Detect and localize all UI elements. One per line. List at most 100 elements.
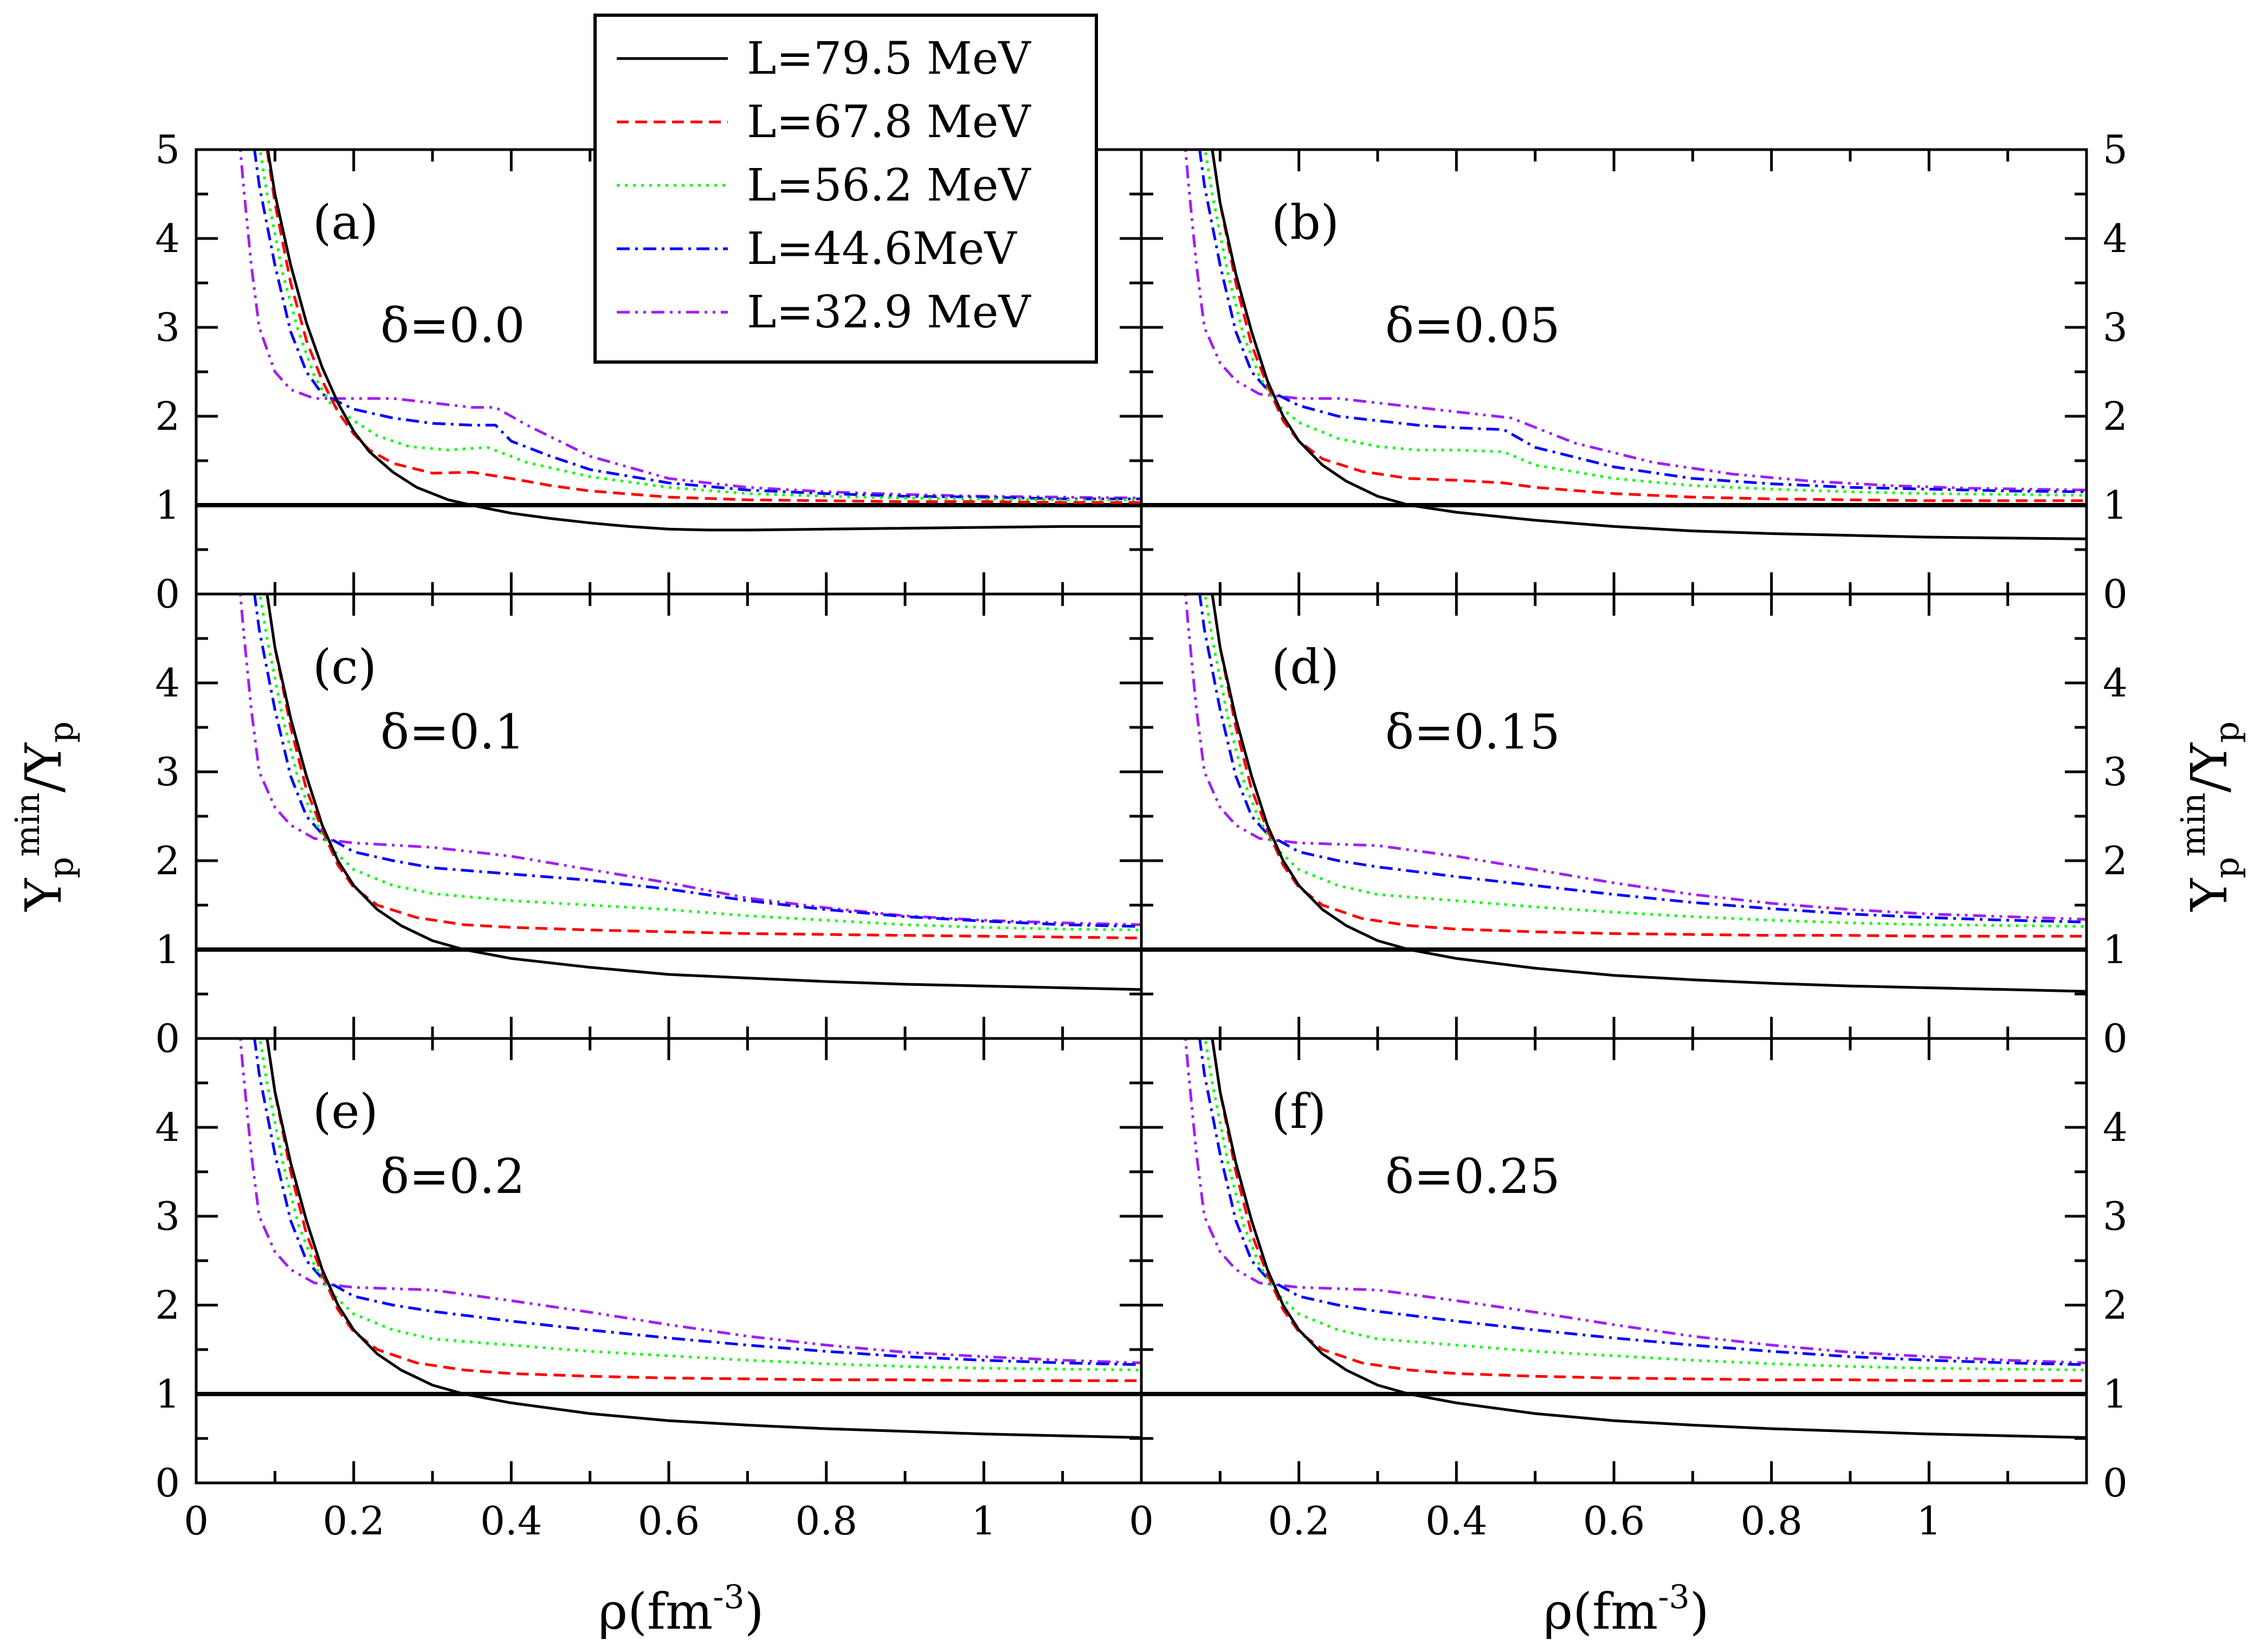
legend-label: L=32.9 MeV xyxy=(747,287,1031,338)
series-line xyxy=(238,1038,1141,1365)
y-axis-title-part: /Y xyxy=(2180,742,2238,792)
y-axis-title-part: p xyxy=(2207,857,2246,879)
panel-c xyxy=(196,594,1141,991)
series-line xyxy=(1211,1038,2087,1382)
legend-label: L=44.6MeV xyxy=(747,223,1017,275)
y-tick-label-left: 0 xyxy=(155,1460,180,1506)
series-line xyxy=(1211,150,2087,540)
x-tick-label: 1 xyxy=(1916,1498,1941,1544)
series-line xyxy=(1204,1038,2087,1372)
y-axis-title-left: Ypmin/Yp xyxy=(8,721,81,912)
y-tick-label-left: 0 xyxy=(155,571,180,617)
series-line xyxy=(1184,594,2087,921)
y-tick-label-right: 0 xyxy=(2103,1016,2128,1061)
series-line xyxy=(1211,1038,2087,1439)
y-axis-title-part: /Y xyxy=(15,742,73,792)
delta-label-d: δ=0.15 xyxy=(1385,704,1560,760)
y-axis-title-part: p xyxy=(2207,721,2246,743)
y-tick-label-right: 2 xyxy=(2103,393,2128,439)
y-tick-label-left: 0 xyxy=(155,1016,180,1061)
y-tick-label-left: 3 xyxy=(155,305,180,350)
legend-label: L=67.8 MeV xyxy=(747,96,1031,148)
series-line xyxy=(266,1038,1141,1439)
series-line xyxy=(238,594,1141,926)
panel-a xyxy=(196,150,1141,532)
x-tick-label: 0.6 xyxy=(1583,1498,1645,1544)
legend: L=79.5 MeV L=67.8 MeV L=56.2 MeV L=44.6MeV L… xyxy=(593,14,1098,364)
y-axis-title-part: Y xyxy=(2180,877,2238,912)
y-axis-title-right: Ypmin/Yp xyxy=(2173,721,2246,912)
y-axis-title-part: p xyxy=(41,857,81,879)
y-axis-title-part: min xyxy=(2173,792,2213,857)
y-tick-label-left: 4 xyxy=(155,660,180,706)
y-tick-label-right: 0 xyxy=(2103,1460,2128,1506)
y-tick-label-right: 2 xyxy=(2103,838,2128,883)
series-line xyxy=(266,150,1141,532)
series-line xyxy=(1198,594,2087,924)
y-tick-label-left: 5 xyxy=(155,127,180,172)
y-tick-label-right: 1 xyxy=(2103,1371,2128,1417)
series-line xyxy=(1204,150,2087,497)
panel-label-d: (d) xyxy=(1271,639,1339,695)
series-line xyxy=(253,1038,1141,1366)
series-line xyxy=(266,594,1141,991)
x-tick-label: 0 xyxy=(1129,1498,1154,1544)
legend-label: L=79.5 MeV xyxy=(747,33,1031,85)
panel-e xyxy=(196,1038,1141,1439)
x-tick-label: 0 xyxy=(184,1498,209,1544)
y-tick-label-left: 1 xyxy=(155,927,180,972)
x-axis-title: ρ(fm-3) xyxy=(1543,1578,1709,1641)
panel-label-b: (b) xyxy=(1271,195,1339,250)
legend-box xyxy=(593,14,1098,364)
x-axis-title-close: ) xyxy=(745,1583,764,1641)
y-axis-title-part: p xyxy=(41,721,81,743)
series-line xyxy=(259,1038,1141,1372)
y-tick-label-left: 2 xyxy=(155,1282,180,1328)
x-tick-label: 1 xyxy=(971,1498,996,1544)
panel-d xyxy=(1141,594,2087,993)
x-axis-title: ρ(fm-3) xyxy=(598,1578,764,1641)
series-line xyxy=(238,150,1141,500)
y-tick-label-right: 1 xyxy=(2103,482,2128,528)
panel-b xyxy=(1141,150,2087,540)
panel-label-a: (a) xyxy=(313,195,378,250)
y-tick-label-right: 3 xyxy=(2103,305,2128,350)
series-line xyxy=(1184,1038,2087,1365)
delta-label-f: δ=0.25 xyxy=(1385,1148,1560,1204)
x-tick-label: 0.4 xyxy=(480,1498,542,1544)
plot-area xyxy=(196,150,2087,1439)
series-line xyxy=(1198,150,2087,493)
legend-label: L=56.2 MeV xyxy=(747,160,1031,211)
x-axis-title-base: ρ(fm xyxy=(1543,1583,1658,1641)
x-axis-title-base: ρ(fm xyxy=(598,1583,713,1641)
x-axis-title-sup: -3 xyxy=(1658,1578,1689,1616)
x-tick-label: 0.6 xyxy=(638,1498,700,1544)
series-line xyxy=(266,594,1141,940)
y-tick-label-right: 1 xyxy=(2103,927,2128,972)
panel-f xyxy=(1141,1038,2087,1439)
delta-label-b: δ=0.05 xyxy=(1385,298,1560,353)
y-axis-title-part: min xyxy=(8,792,47,857)
panel-label-e: (e) xyxy=(313,1083,378,1139)
y-tick-label-left: 4 xyxy=(155,216,180,261)
y-tick-label-right: 4 xyxy=(2103,660,2128,706)
x-tick-label: 0.8 xyxy=(795,1498,857,1544)
x-axis-title-sup: -3 xyxy=(713,1578,744,1616)
series-line xyxy=(1211,594,2087,993)
y-tick-label-right: 5 xyxy=(2103,127,2128,172)
series-line xyxy=(266,150,1141,504)
series-line xyxy=(253,150,1141,500)
x-axis-title-close: ) xyxy=(1690,1583,1709,1641)
x-tick-label: 0.4 xyxy=(1425,1498,1488,1544)
delta-label-c: δ=0.1 xyxy=(380,704,525,760)
y-tick-label-left: 2 xyxy=(155,838,180,883)
y-tick-label-left: 4 xyxy=(155,1105,180,1150)
series-line xyxy=(1198,1038,2087,1366)
series-line xyxy=(1211,150,2087,502)
y-tick-label-left: 1 xyxy=(155,482,180,528)
series-line xyxy=(266,1038,1141,1382)
panel-label-f: (f) xyxy=(1271,1083,1326,1139)
delta-label-a: δ=0.0 xyxy=(380,298,525,353)
y-tick-label-right: 3 xyxy=(2103,749,2128,795)
